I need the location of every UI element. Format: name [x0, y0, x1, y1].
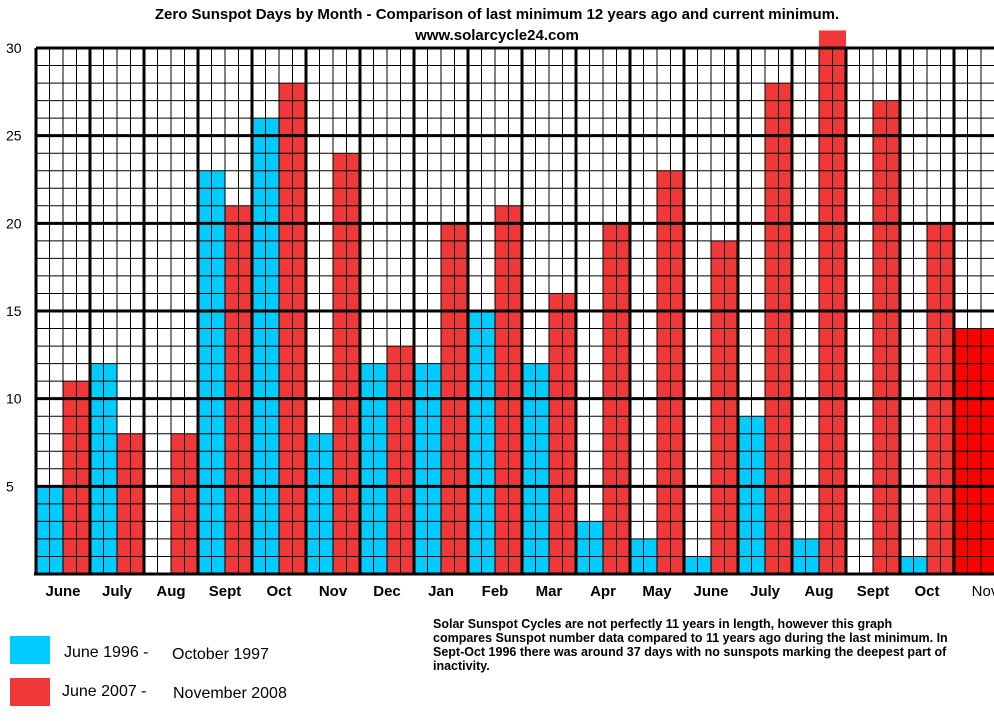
x-tick-label-may: May [642, 583, 672, 600]
x-tick-label-sept: Sept [209, 583, 242, 600]
explanatory-note: Solar Sunspot Cycles are not perfectly 1… [433, 617, 948, 673]
y-tick-label: 25 [6, 128, 22, 144]
x-tick-label-aug: Aug [804, 583, 833, 600]
legend-start-1996: June 1996 - [64, 644, 149, 661]
legend-swatch-2007 [10, 678, 50, 706]
y-tick-label: 20 [6, 215, 22, 231]
legend-swatch-1996 [10, 636, 50, 664]
chart-title: Zero Sunspot Days by Month - Comparison … [154, 6, 840, 23]
x-tick-label-nov: Nov [972, 583, 994, 600]
x-tick-label-apr: Apr [590, 583, 616, 600]
y-tick-label: 30 [6, 40, 22, 56]
y-tick-label: 10 [6, 391, 22, 407]
legend-end-2007: November 2008 [173, 685, 287, 702]
x-tick-label-dec: Dec [373, 583, 401, 600]
x-tick-label-feb: Feb [482, 583, 509, 600]
x-tick-label-june: June [693, 583, 728, 600]
x-tick-label-oct: Oct [914, 583, 939, 600]
x-tick-label-june: June [45, 583, 80, 600]
x-tick-label-jan: Jan [428, 583, 454, 600]
x-tick-label-sept: Sept [857, 583, 890, 600]
legend-end-1996: October 1997 [172, 646, 269, 663]
x-tick-label-july: July [750, 583, 781, 600]
x-tick-label-mar: Mar [536, 583, 563, 600]
x-tick-label-aug: Aug [156, 583, 185, 600]
y-tick-label: 15 [6, 303, 22, 319]
x-tick-label-july: July [102, 583, 133, 600]
x-tick-label-oct: Oct [266, 583, 291, 600]
chart-subtitle: www.solarcycle24.com [415, 27, 579, 44]
y-tick-label: 5 [6, 478, 14, 494]
legend-start-2007: June 2007 - [62, 683, 147, 700]
x-tick-label-nov: Nov [319, 583, 348, 600]
